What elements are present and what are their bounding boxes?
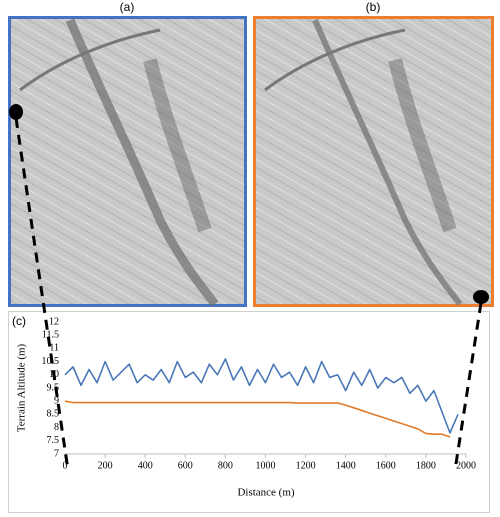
y-tick-label: 7.5 (47, 435, 60, 446)
x-tick-label: 1800 (416, 460, 436, 471)
x-tick-label: 2000 (456, 460, 476, 471)
y-tick-label: 12 (49, 316, 59, 327)
y-tick-label: 9 (54, 395, 59, 406)
y-tick-label: 10.5 (42, 356, 60, 367)
x-tick-label: 1600 (376, 460, 396, 471)
markers (9, 104, 489, 471)
y-axis-title: Terrain Altitude (m) (16, 343, 28, 432)
hillshade-a (8, 16, 247, 307)
hillshade-b (253, 16, 494, 307)
x-tick-label: 1200 (296, 460, 316, 471)
x-tick-label: 200 (98, 460, 113, 471)
panel-label: (b) (366, 0, 381, 14)
y-tick-label: 11 (49, 343, 59, 354)
y-tick-label: 8.5 (47, 409, 60, 420)
x-tick-label: 1400 (336, 460, 356, 471)
x-axis-title: Distance (m) (237, 487, 294, 499)
data-line (64, 400, 451, 438)
y-tick-label: 9.5 (47, 382, 60, 393)
plot: 77.588.599.51010.51111.51202004006008001… (42, 316, 477, 471)
panel-label: (a) (120, 0, 135, 14)
y-tick-label: 8 (54, 422, 59, 433)
x-tick-label: 400 (138, 460, 153, 471)
x-tick-label: 600 (178, 460, 193, 471)
x-tick-label: 1000 (256, 460, 276, 471)
data-line (64, 358, 459, 434)
y-tick-label: 7 (54, 448, 59, 459)
y-tick-label: 11.5 (42, 329, 59, 340)
x-tick-label: 800 (218, 460, 233, 471)
x-tick-label: 0 (63, 460, 68, 471)
chart-frame (8, 311, 490, 513)
panel-label: (c) (12, 314, 26, 328)
